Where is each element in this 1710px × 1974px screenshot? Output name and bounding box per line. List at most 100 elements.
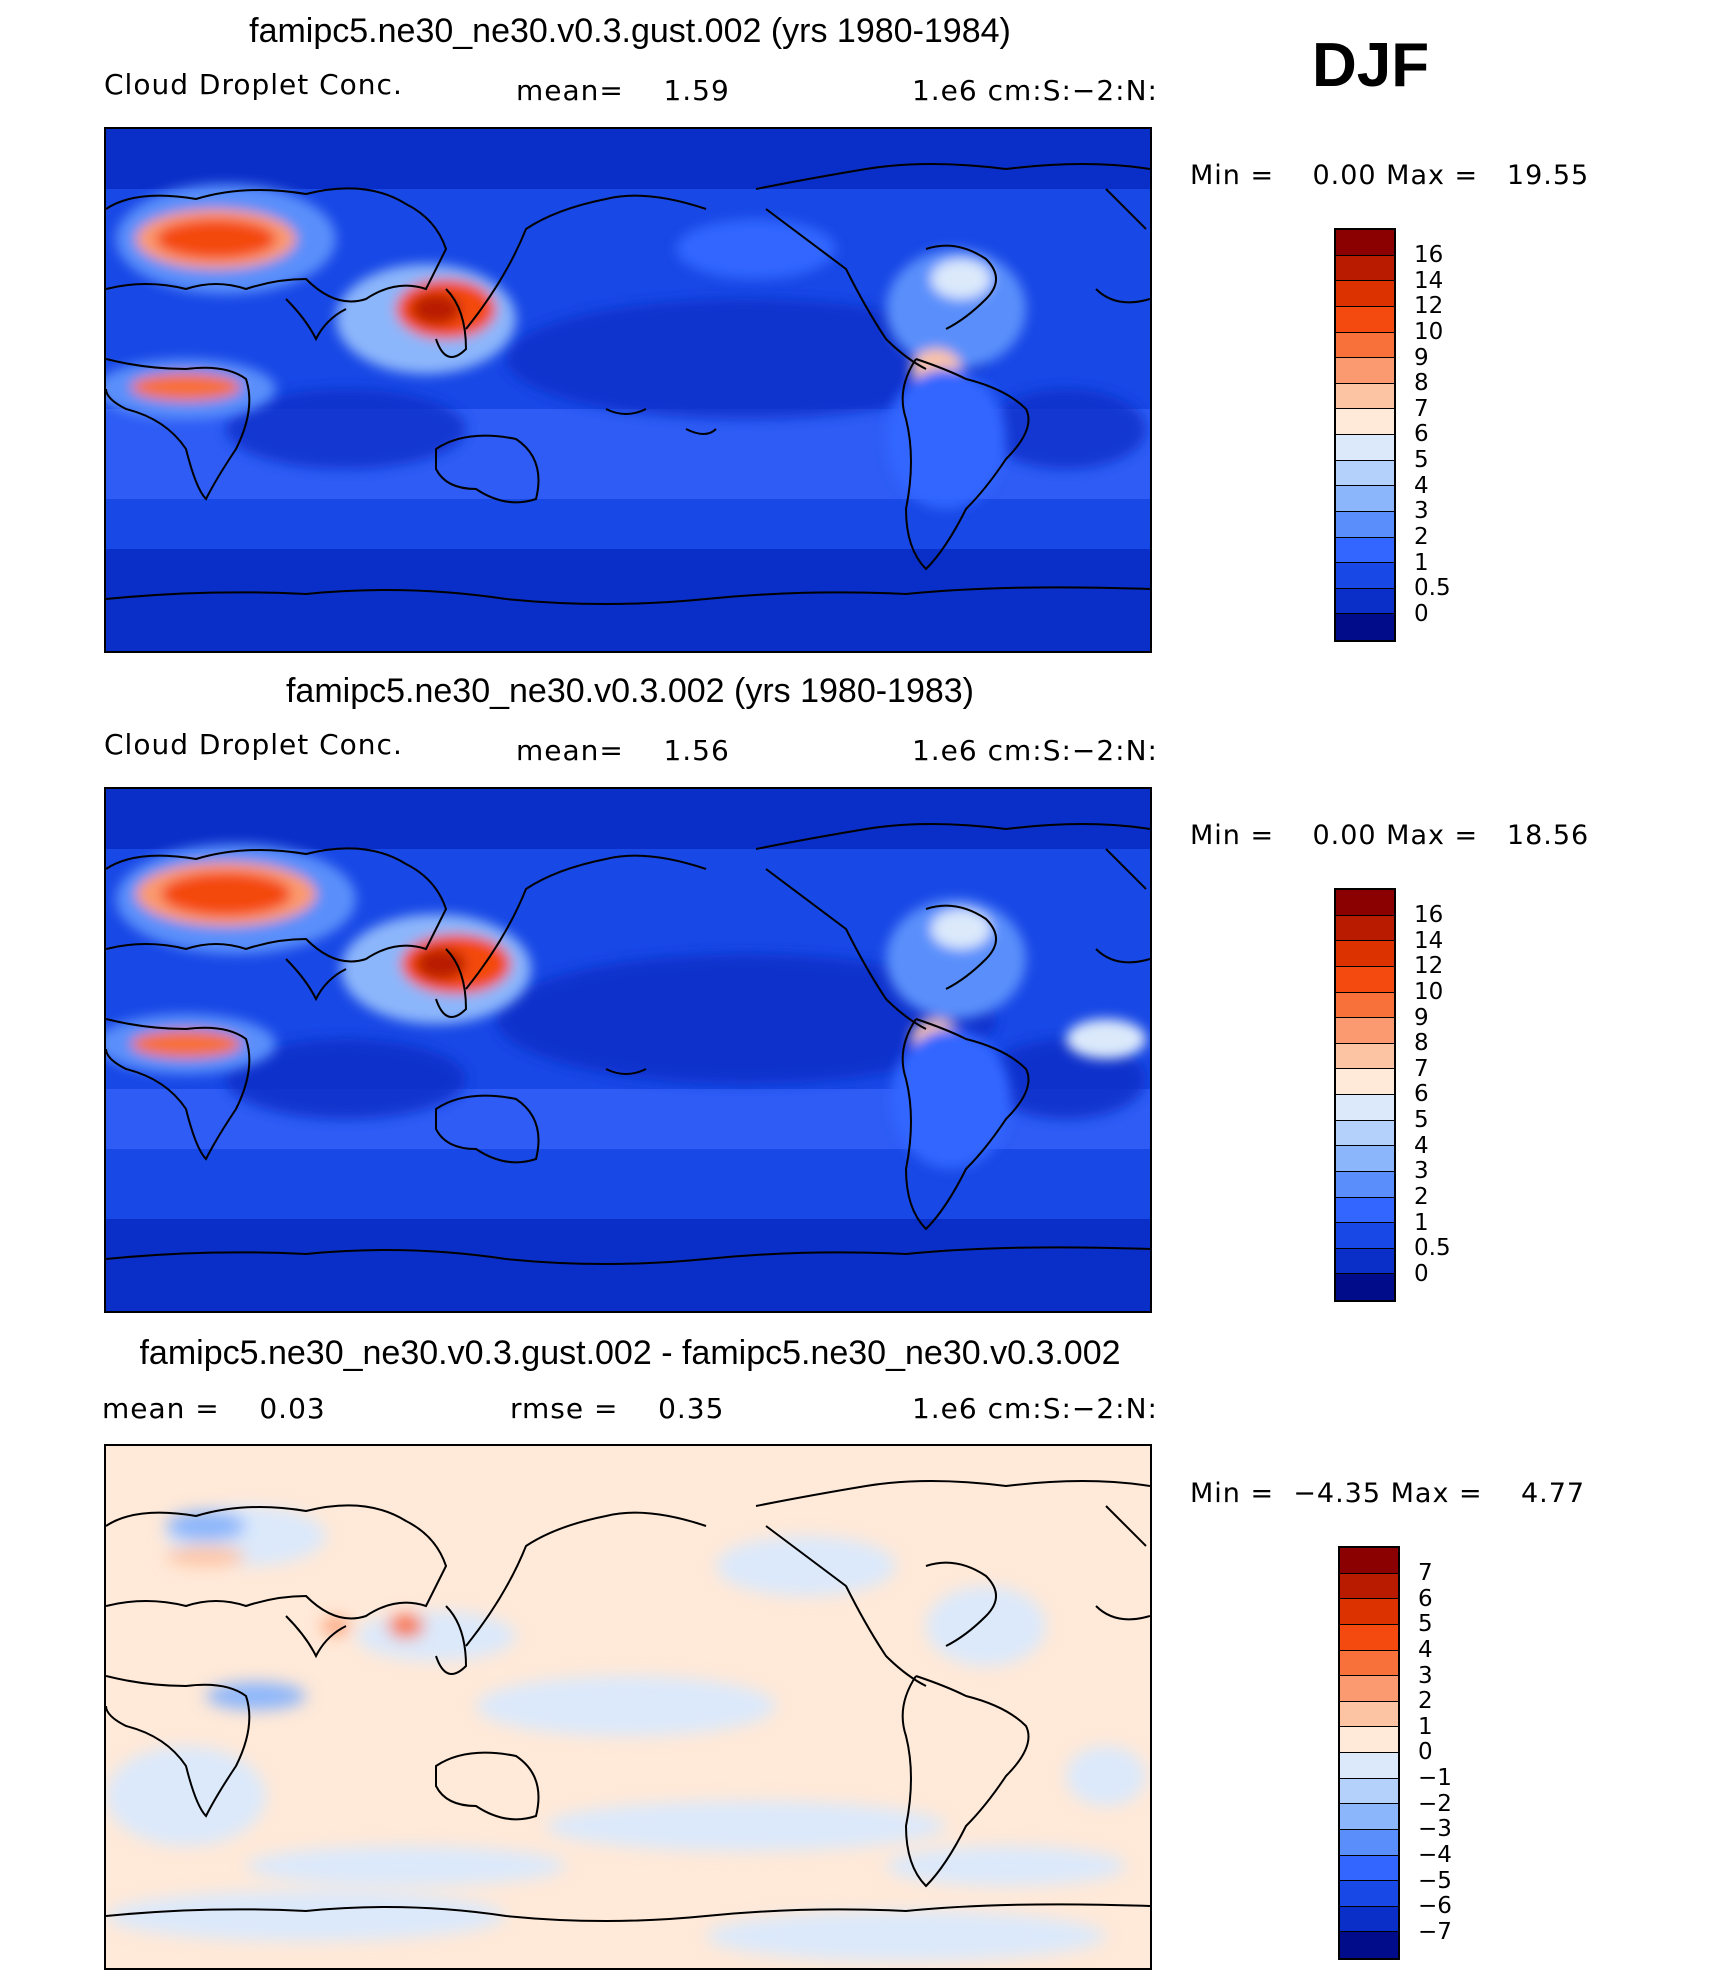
colorbar-tick-label: −5	[1418, 1867, 1452, 1894]
colorbar-segment	[1336, 941, 1394, 967]
panel-2-minmax: Min = 0.00 Max = 18.56	[1190, 820, 1590, 851]
colorbar-segment	[1340, 1932, 1398, 1958]
colorbar-tick-label: 0	[1418, 1739, 1433, 1766]
colorbar-segment	[1336, 1197, 1394, 1224]
colorbar-segment	[1340, 1778, 1398, 1805]
colorbar-tick-label: −3	[1418, 1816, 1452, 1843]
colorbar-segment	[1336, 1248, 1394, 1275]
colorbar-segment	[1336, 537, 1394, 564]
colorbar-segment	[1340, 1624, 1398, 1651]
panel-2-mean: mean= 1.56	[516, 734, 730, 767]
panel-2-colorbar	[1334, 888, 1396, 1302]
colorbar-segment	[1340, 1753, 1398, 1779]
colorbar-segment	[1336, 409, 1394, 435]
colorbar-segment	[1336, 563, 1394, 589]
colorbar-segment	[1336, 255, 1394, 282]
colorbar-tick-label: 10	[1414, 318, 1444, 345]
colorbar-segment	[1336, 435, 1394, 461]
colorbar-segment	[1336, 306, 1394, 333]
panel-1-variable-label: Cloud Droplet Conc.	[104, 68, 403, 101]
colorbar-segment	[1336, 1274, 1394, 1300]
colorbar-segment	[1336, 230, 1394, 256]
colorbar-tick-label: −2	[1418, 1790, 1452, 1817]
colorbar-tick-label: 4	[1414, 472, 1429, 499]
colorbar-tick-label: 6	[1414, 421, 1429, 448]
colorbar-segment	[1340, 1548, 1398, 1574]
colorbar-segment	[1336, 1223, 1394, 1249]
colorbar-tick-label: 3	[1418, 1662, 1433, 1689]
colorbar-segment	[1340, 1804, 1398, 1830]
colorbar-segment	[1336, 992, 1394, 1019]
colorbar-tick-label: 2	[1414, 523, 1429, 550]
colorbar-segment	[1336, 460, 1394, 487]
colorbar-tick-label: 16	[1414, 902, 1444, 928]
colorbar-segment	[1340, 1906, 1398, 1933]
colorbar-tick-label: 6	[1418, 1585, 1433, 1612]
colorbar-segment	[1336, 486, 1394, 512]
colorbar-segment	[1336, 1069, 1394, 1095]
colorbar-tick-label: 3	[1414, 498, 1429, 525]
panel-3-map	[104, 1444, 1152, 1970]
colorbar-segment	[1336, 966, 1394, 993]
colorbar-segment	[1336, 383, 1394, 410]
colorbar-tick-label: 3	[1414, 1158, 1429, 1185]
colorbar-segment	[1340, 1573, 1398, 1600]
colorbar-tick-label: 8	[1414, 370, 1429, 397]
colorbar-tick-label: −1	[1418, 1765, 1452, 1791]
colorbar-segment	[1336, 588, 1394, 615]
colorbar-tick-label: 0	[1414, 600, 1429, 627]
colorbar-segment	[1336, 915, 1394, 942]
colorbar-tick-label: 9	[1414, 1004, 1429, 1031]
colorbar-segment	[1336, 1043, 1394, 1070]
colorbar-segment	[1340, 1650, 1398, 1677]
colorbar-segment	[1336, 358, 1394, 384]
colorbar-segment	[1336, 1018, 1394, 1044]
panel-2-map	[104, 787, 1152, 1313]
colorbar-tick-label: 5	[1414, 1107, 1429, 1133]
panel-1-colorbar	[1334, 228, 1396, 642]
panel-3-title: famipc5.ne30_ne30.v0.3.gust.002 - famipc…	[139, 1334, 1121, 1372]
panel-1-map	[104, 127, 1152, 653]
colorbar-tick-label: 4	[1414, 1132, 1429, 1159]
colorbar-tick-label: 12	[1414, 293, 1444, 320]
panel-3-mean: mean = 0.03	[102, 1392, 326, 1425]
panel-3-rmse: rmse = 0.35	[510, 1392, 725, 1425]
colorbar-segment	[1340, 1701, 1398, 1728]
colorbar-tick-label: 14	[1414, 927, 1444, 954]
colorbar-segment	[1336, 1146, 1394, 1172]
colorbar-segment	[1336, 511, 1394, 538]
panel-3-units: 1.e6 cm:S:−2:N:	[911, 1392, 1158, 1425]
colorbar-tick-label: 14	[1414, 267, 1444, 294]
colorbar-tick-label: 4	[1418, 1636, 1433, 1663]
colorbar-tick-label: 0	[1414, 1260, 1429, 1287]
panel-3-minmax: Min = −4.35 Max = 4.77	[1190, 1478, 1586, 1509]
panel-2-title: famipc5.ne30_ne30.v0.3.002 (yrs 1980-198…	[285, 672, 975, 710]
colorbar-tick-label: 1	[1414, 1209, 1429, 1236]
colorbar-tick-label: 2	[1414, 1183, 1429, 1210]
colorbar-tick-label: −4	[1418, 1841, 1452, 1868]
colorbar-tick-label: −7	[1418, 1918, 1452, 1945]
panel-1-title: famipc5.ne30_ne30.v0.3.gust.002 (yrs 198…	[249, 12, 1011, 50]
colorbar-segment	[1340, 1727, 1398, 1753]
colorbar-tick-label: 7	[1418, 1560, 1433, 1586]
colorbar-segment	[1340, 1855, 1398, 1882]
colorbar-tick-label: 5	[1418, 1611, 1433, 1638]
colorbar-segment	[1336, 1120, 1394, 1147]
colorbar-tick-label: −6	[1418, 1893, 1452, 1920]
season-label: DJF	[1312, 31, 1430, 100]
colorbar-segment	[1336, 281, 1394, 307]
colorbar-tick-label: 7	[1414, 1055, 1429, 1082]
colorbar-tick-label: 9	[1414, 344, 1429, 371]
colorbar-tick-label: 6	[1414, 1081, 1429, 1108]
colorbar-segment	[1336, 332, 1394, 359]
colorbar-tick-label: 8	[1414, 1030, 1429, 1057]
colorbar-tick-label: 0.5	[1414, 575, 1451, 602]
colorbar-segment	[1340, 1676, 1398, 1702]
panel-2-units: 1.e6 cm:S:−2:N:	[911, 734, 1158, 767]
panel-1-minmax: Min = 0.00 Max = 19.55	[1190, 160, 1590, 191]
colorbar-segment	[1340, 1881, 1398, 1907]
colorbar-tick-label: 1	[1418, 1713, 1433, 1740]
colorbar-tick-label: 7	[1414, 395, 1429, 422]
colorbar-segment	[1336, 1095, 1394, 1121]
panel-1-mean: mean= 1.59	[516, 74, 730, 107]
